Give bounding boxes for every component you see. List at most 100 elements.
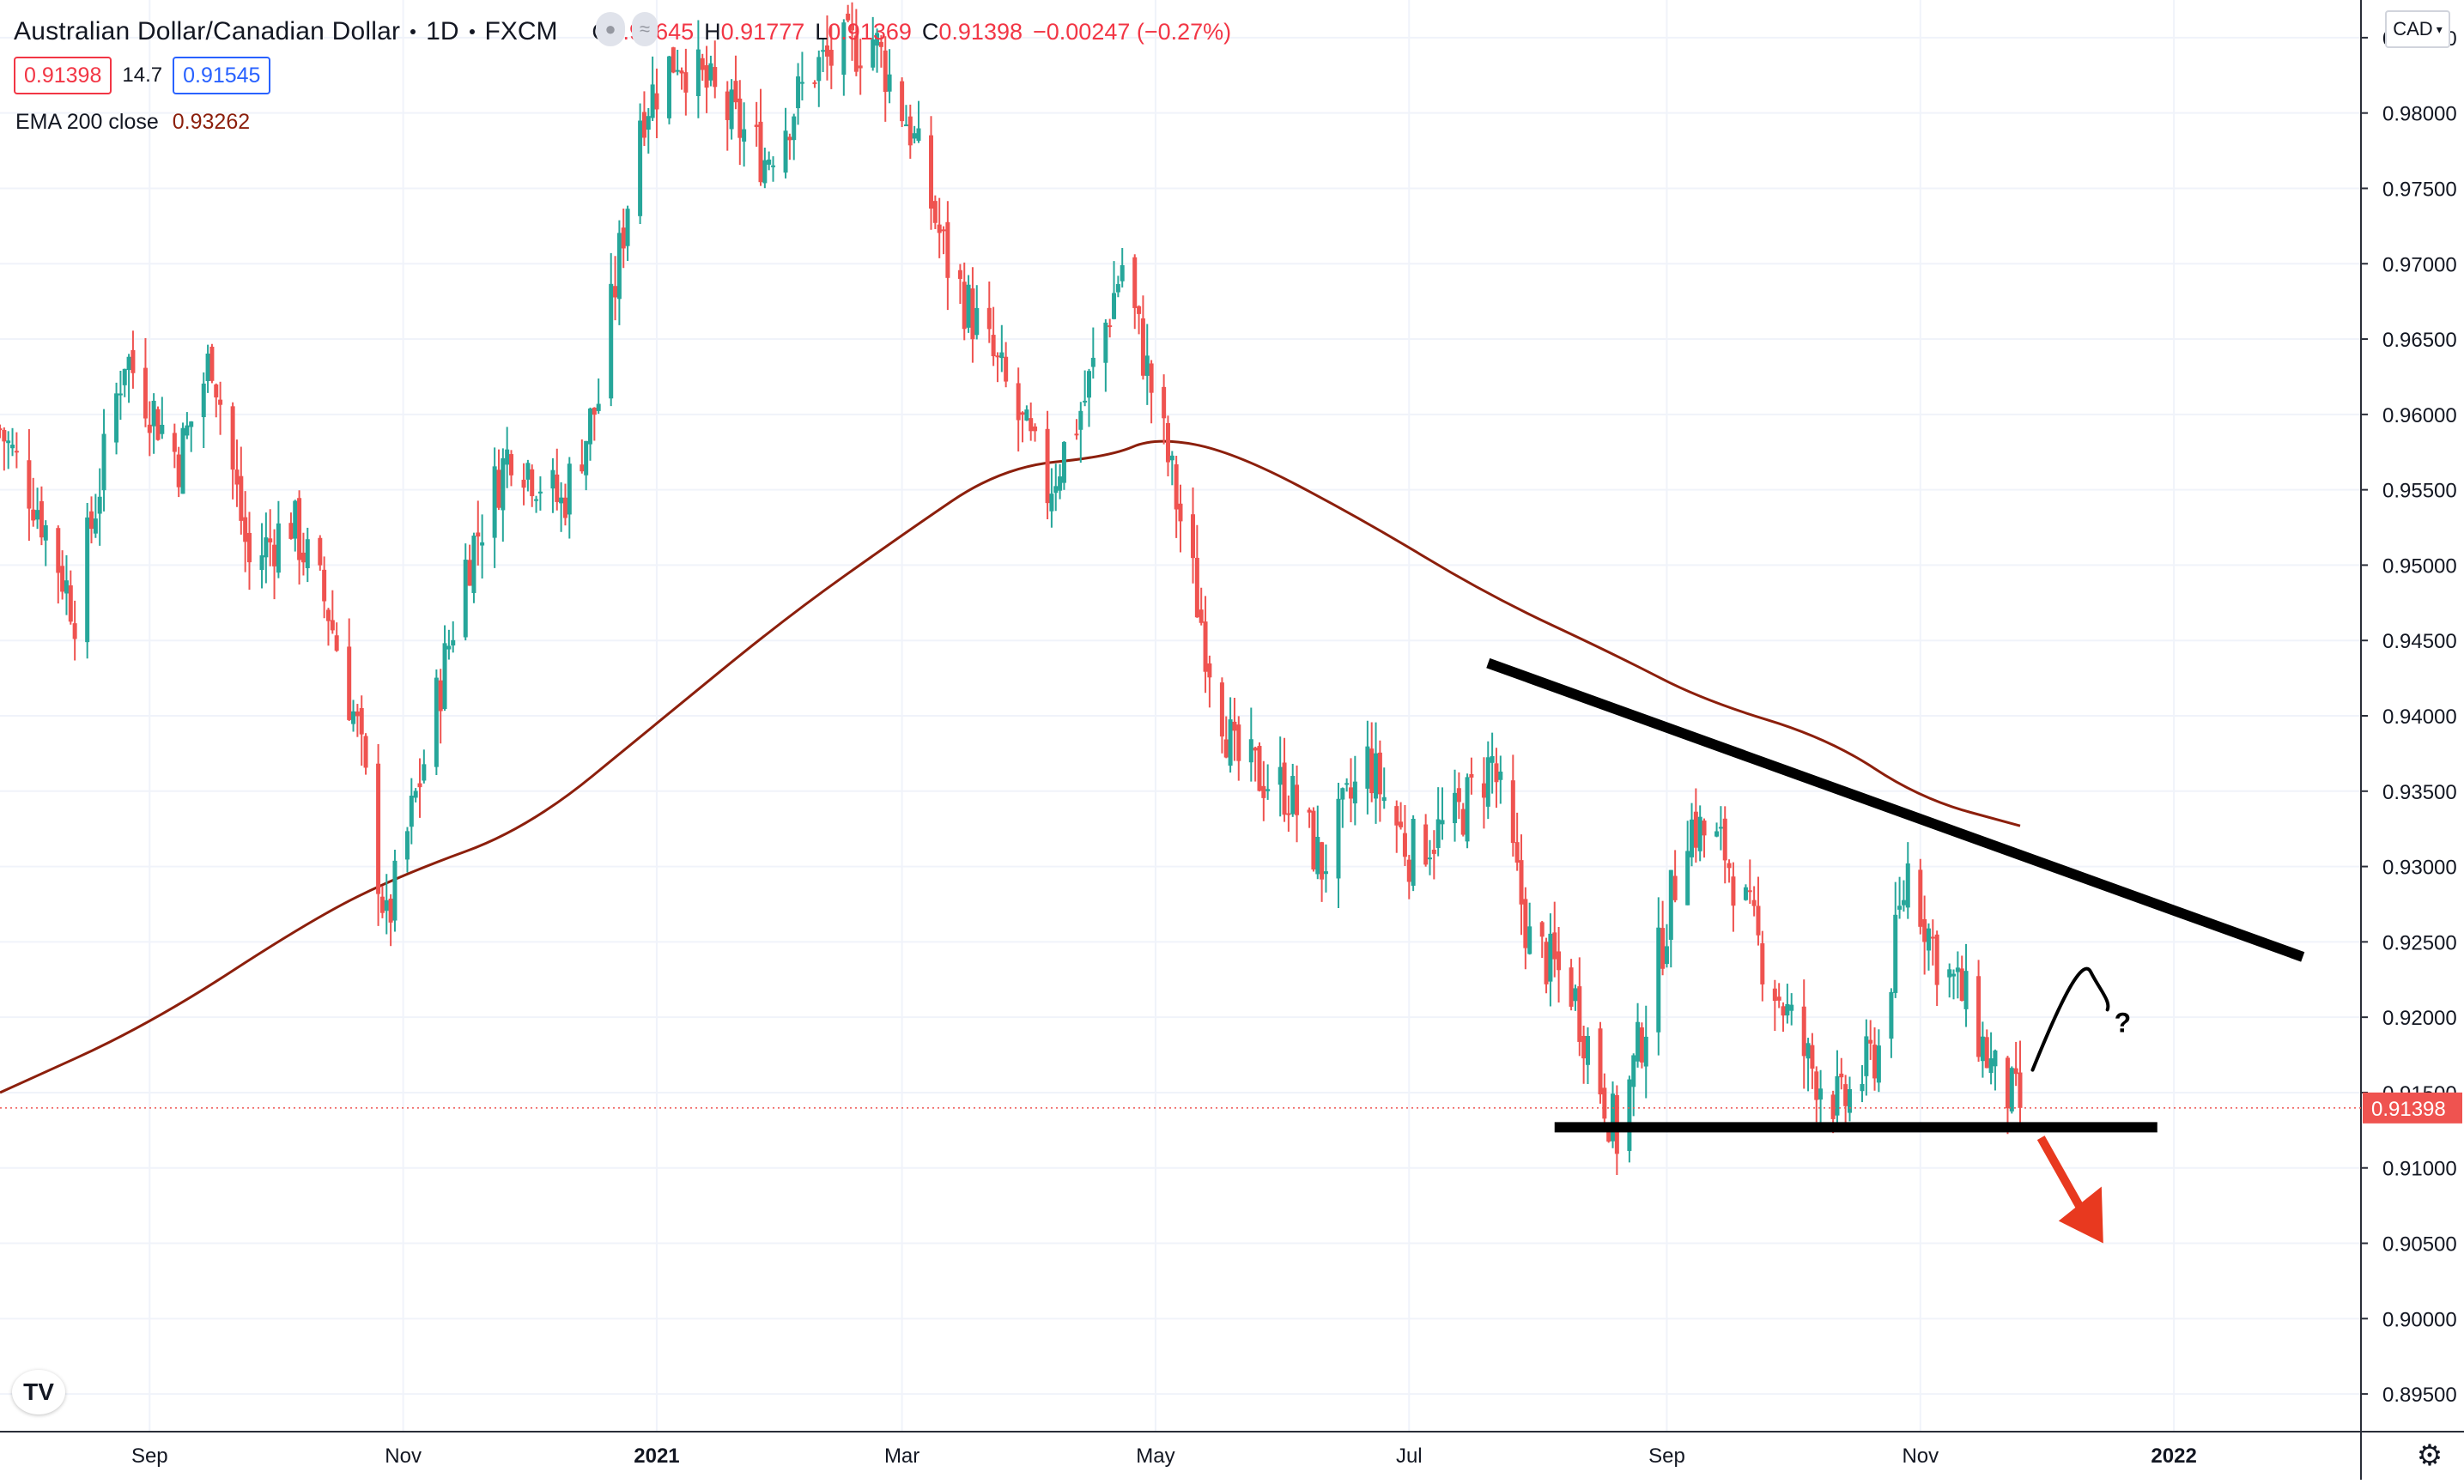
candle-body bbox=[613, 286, 618, 298]
candle-body bbox=[172, 433, 177, 452]
candle-up bbox=[1573, 984, 1578, 1011]
candle-body bbox=[1922, 918, 1927, 942]
drawings: ? bbox=[1486, 657, 2305, 1244]
candle-up bbox=[1144, 324, 1150, 405]
candle-body bbox=[176, 454, 181, 488]
candle-body bbox=[567, 463, 572, 515]
candle-up bbox=[666, 55, 671, 124]
candle-body bbox=[812, 82, 817, 84]
y-tick-label: 0.98000 bbox=[2382, 103, 2457, 126]
candle-down bbox=[1976, 960, 1982, 1063]
candle-body bbox=[122, 368, 127, 385]
candle-body bbox=[1843, 1084, 1848, 1106]
close-label: C bbox=[921, 18, 939, 45]
candle-up bbox=[1228, 697, 1233, 773]
candle-body bbox=[347, 646, 352, 720]
candle-up bbox=[64, 554, 69, 615]
candle-down bbox=[2, 427, 7, 471]
candle-body bbox=[442, 643, 447, 710]
candle-up bbox=[151, 393, 156, 454]
interval[interactable]: 1D bbox=[426, 17, 459, 45]
candle-body bbox=[1374, 753, 1379, 799]
candle-up bbox=[1352, 755, 1357, 826]
candle-up bbox=[999, 324, 1004, 373]
candle-body bbox=[1772, 988, 1777, 1002]
candle-body bbox=[60, 566, 65, 592]
candle-up bbox=[695, 20, 701, 118]
candle-up bbox=[1585, 1027, 1590, 1085]
candle-down bbox=[379, 886, 385, 918]
x-tick-label: Mar bbox=[884, 1445, 919, 1468]
candle-body bbox=[1557, 951, 1562, 971]
x-tick-label: Sep bbox=[131, 1445, 168, 1468]
candle-down bbox=[1307, 807, 1312, 828]
indicator-value: 0.93262 bbox=[172, 110, 251, 134]
currency-label: CAD bbox=[2393, 18, 2433, 39]
high-label: H bbox=[704, 18, 721, 45]
candle-up bbox=[1668, 869, 1673, 968]
candle-down bbox=[850, 2, 855, 61]
candle-up bbox=[442, 625, 447, 712]
candle-up bbox=[1365, 720, 1370, 815]
candle-body bbox=[1083, 400, 1088, 403]
candle-up bbox=[43, 520, 48, 566]
symbol-name[interactable]: Australian Dollar/Canadian Dollar bbox=[14, 17, 401, 45]
candle-body bbox=[1261, 785, 1266, 798]
candle-up bbox=[1656, 897, 1661, 1056]
candle-down bbox=[530, 464, 535, 507]
compare-icon[interactable]: ≈ bbox=[632, 12, 658, 46]
candle-down bbox=[1219, 677, 1224, 754]
x-tick-label: 2021 bbox=[634, 1445, 679, 1468]
candle-up bbox=[1993, 1049, 1998, 1091]
eye-toggle-icon[interactable]: ● bbox=[596, 12, 625, 46]
candle-down bbox=[758, 88, 763, 186]
tradingview-logo-icon[interactable]: TV bbox=[12, 1370, 65, 1414]
candle-body bbox=[588, 409, 592, 445]
candle-body bbox=[966, 284, 971, 328]
candle-body bbox=[1889, 991, 1894, 1039]
candle-body bbox=[537, 491, 543, 494]
candle-body bbox=[413, 790, 418, 798]
indicator-legend[interactable]: EMA 200 close 0.93262 bbox=[15, 110, 250, 135]
candle-down bbox=[325, 608, 331, 646]
candle-body bbox=[525, 463, 531, 480]
candle-body bbox=[945, 221, 950, 278]
exchange: FXCM bbox=[484, 17, 558, 45]
candle-up bbox=[471, 532, 476, 603]
y-tick-label: 0.90500 bbox=[2382, 1233, 2457, 1257]
candle-down bbox=[218, 381, 223, 435]
candle-body bbox=[729, 89, 734, 130]
candle-up bbox=[6, 431, 11, 469]
candle-up bbox=[841, 19, 847, 96]
candle-up bbox=[392, 849, 398, 932]
candle-down bbox=[1394, 800, 1399, 853]
y-tick-label: 0.89500 bbox=[2382, 1384, 2457, 1407]
candle-body bbox=[999, 352, 1004, 359]
sell-button[interactable]: 0.91398 bbox=[14, 57, 112, 94]
candle-body bbox=[1606, 1124, 1611, 1142]
candle-up bbox=[1485, 741, 1490, 820]
candle-body bbox=[1257, 746, 1262, 791]
candle-body bbox=[230, 406, 235, 470]
candle-up bbox=[1860, 1065, 1865, 1103]
currency-button[interactable]: CAD ▾ bbox=[2385, 10, 2450, 48]
candle-body bbox=[1460, 809, 1466, 835]
candle-down bbox=[1311, 807, 1316, 872]
candle-body bbox=[118, 393, 123, 396]
candle-down bbox=[878, 35, 883, 68]
candle-body bbox=[1598, 1028, 1603, 1095]
candle-down bbox=[39, 486, 44, 546]
candle-up bbox=[783, 107, 788, 179]
candle-body bbox=[708, 63, 713, 81]
gear-icon[interactable]: ⚙ bbox=[2416, 1439, 2443, 1472]
candle-down bbox=[176, 446, 181, 498]
candle-body bbox=[471, 536, 476, 593]
candle-body bbox=[555, 474, 560, 502]
candle-up bbox=[434, 669, 439, 776]
candle-down bbox=[812, 80, 817, 88]
buy-button[interactable]: 0.91545 bbox=[173, 57, 271, 94]
candle-up bbox=[1951, 969, 1957, 1000]
x-tick-label: May bbox=[1136, 1445, 1174, 1468]
